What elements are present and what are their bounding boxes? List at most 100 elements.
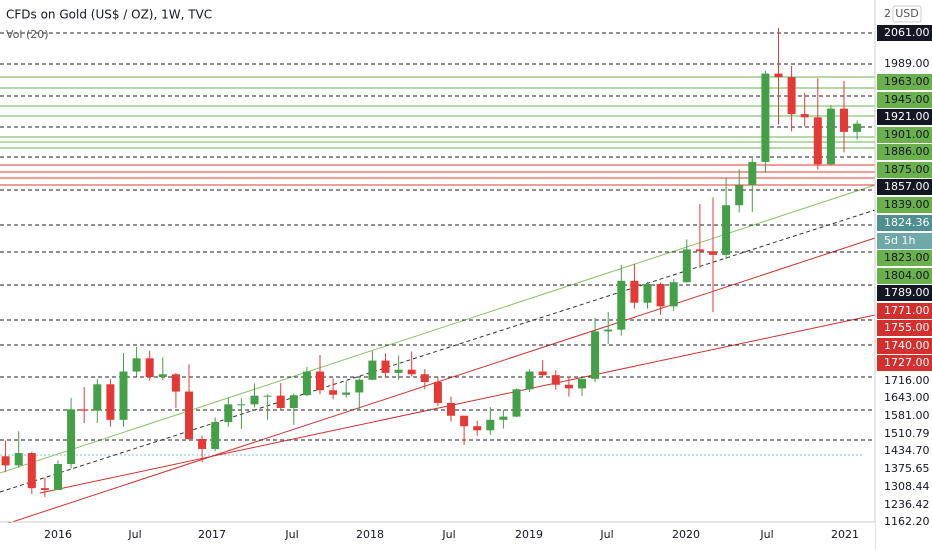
price-label-bg <box>877 443 932 459</box>
price-label-bg <box>877 514 932 530</box>
candle-body <box>735 185 744 206</box>
time-label: Jul <box>127 528 141 541</box>
price-label: 1823.00 <box>884 251 930 264</box>
price-label: 1945.00 <box>884 93 930 106</box>
price-label-bg <box>877 109 932 125</box>
time-label: 2021 <box>831 528 859 541</box>
price-label-bg <box>877 162 932 178</box>
candle-body <box>237 404 246 406</box>
candle-body <box>551 375 560 385</box>
candle-body <box>695 249 704 252</box>
candle-body <box>473 426 482 431</box>
scale-digit: 2 <box>884 7 891 20</box>
candle-body <box>329 390 338 395</box>
candle-body <box>171 374 180 392</box>
price-label: 1989.00 <box>884 57 930 70</box>
time-label: Jul <box>441 528 455 541</box>
price-label-bg <box>877 250 932 266</box>
candle-body <box>525 371 534 390</box>
candle-body <box>145 358 154 377</box>
candle-body <box>826 108 835 165</box>
price-label-bg <box>877 497 932 513</box>
time-label: 2018 <box>356 528 384 541</box>
price-label: 5d 1h <box>884 234 915 247</box>
currency[interactable]: USD <box>895 7 919 20</box>
price-label-bg <box>877 179 932 195</box>
price-label: 1716.00 <box>884 374 930 387</box>
candle-body <box>643 284 652 303</box>
candle-body <box>447 402 455 416</box>
candle-body <box>342 392 351 395</box>
candle-body <box>853 123 862 132</box>
time-axis <box>0 523 875 550</box>
candle-body <box>1 456 10 466</box>
candle-body <box>250 395 259 405</box>
price-label-bg <box>877 408 932 424</box>
candle-body <box>158 374 167 377</box>
candle-body <box>14 453 23 466</box>
price-label-bg <box>877 233 932 249</box>
candle-body <box>355 379 364 393</box>
price-label-bg <box>877 127 932 143</box>
price-label: 1771.00 <box>884 304 930 317</box>
price-label-bg <box>877 320 932 336</box>
candle-body <box>185 391 193 439</box>
time-label: 2019 <box>515 528 543 541</box>
currency-button[interactable] <box>892 5 922 23</box>
price-label: 1755.00 <box>884 321 930 334</box>
price-label: 1963.00 <box>884 75 930 88</box>
price-label: 1789.00 <box>884 286 930 299</box>
price-label: 1643.00 <box>884 391 930 404</box>
time-label: 2016 <box>44 528 72 541</box>
candle-body <box>289 395 298 408</box>
candle-body <box>381 360 390 373</box>
price-label: 1434.70 <box>884 444 930 457</box>
price-label: 1886.00 <box>884 145 930 158</box>
indicator-label: Vol (20) <box>6 28 49 41</box>
price-label-bg <box>877 268 932 284</box>
candle-body <box>486 419 495 431</box>
candle-body <box>211 422 220 449</box>
price-label: 1857.00 <box>884 180 930 193</box>
candle-body <box>276 395 285 408</box>
candle-body <box>787 77 796 115</box>
trend-line <box>0 209 876 493</box>
candle-body <box>460 415 469 427</box>
candle-body <box>132 358 141 372</box>
price-label: 1162.20 <box>884 515 930 528</box>
price-label: 1375.65 <box>884 462 930 475</box>
candle-body <box>604 329 613 332</box>
price-label: 1308.44 <box>884 480 930 493</box>
candle-body <box>722 205 731 255</box>
candle-body <box>656 284 665 307</box>
candle-body <box>263 395 272 397</box>
price-label-bg <box>877 355 932 371</box>
candle-body <box>54 464 62 490</box>
price-label: 1581.00 <box>884 409 930 422</box>
price-label: 1875.00 <box>884 163 930 176</box>
candle-body <box>93 384 102 411</box>
candle-body <box>813 117 822 165</box>
price-label-bg <box>877 390 932 406</box>
price-label: 1901.00 <box>884 128 930 141</box>
price-label-bg <box>877 215 932 231</box>
candle-body <box>499 416 508 420</box>
price-label-bg <box>877 373 932 389</box>
candle-body <box>591 331 600 379</box>
time-label: Jul <box>284 528 298 541</box>
time-label: 2017 <box>198 528 226 541</box>
price-label: 1236.42 <box>884 498 930 511</box>
candle-body <box>709 251 717 255</box>
candle-body <box>512 389 521 417</box>
time-label: 2020 <box>672 528 700 541</box>
candle-body <box>80 409 89 411</box>
price-label-bg <box>877 197 932 213</box>
candle-body <box>420 374 429 383</box>
time-label: Jul <box>759 528 773 541</box>
chart-title: CFDs on Gold (US$ / OZ), 1W, TVC <box>6 8 212 22</box>
candle-body <box>800 114 809 118</box>
candle-body <box>302 371 311 396</box>
price-label: 1921.00 <box>884 110 930 123</box>
candle-body <box>119 371 128 420</box>
